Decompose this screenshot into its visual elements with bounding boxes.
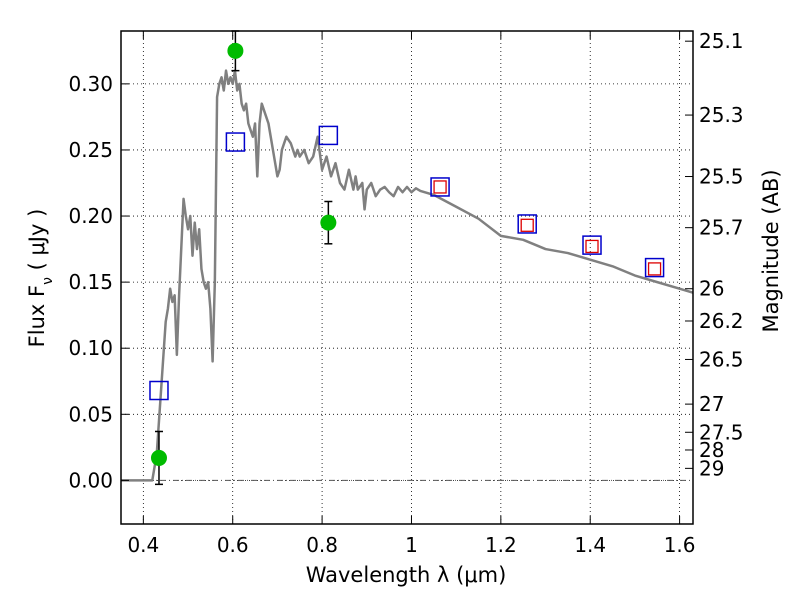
x-tick-label: 1.4: [574, 533, 606, 557]
magnitude-tick-label: 25.7: [699, 216, 744, 240]
model-photometry-square: [318, 125, 339, 146]
plot-frame: [120, 30, 694, 525]
y-tick-label: 0.00: [68, 468, 113, 492]
x-axis-title: Wavelength λ (μm): [306, 563, 507, 587]
model-photometry-square: [644, 257, 665, 278]
magnitude-tick-label: 25.5: [699, 165, 744, 189]
x-tick-label: 0.6: [217, 533, 249, 557]
magnitude-tick-label: 28: [699, 438, 724, 462]
y-tick-label: 0.15: [68, 270, 113, 294]
magnitude-tick-label: 29: [699, 456, 724, 480]
magnitude-tick-label: 26.2: [699, 309, 744, 333]
observed-flux-point: [227, 42, 244, 59]
observed-flux-point: [150, 449, 167, 466]
y-axis-title: Flux Fν ( μJy ): [25, 209, 56, 348]
model-sed-curve: [121, 69, 694, 482]
y-tick-label: 0.10: [68, 336, 113, 360]
x-tick-label: 0.8: [306, 533, 338, 557]
x-tick-label: 0.4: [127, 533, 159, 557]
magnitude-tick-label: 26.5: [699, 347, 744, 371]
alt-model-square: [647, 262, 662, 276]
magnitude-tick-label: 25.1: [699, 29, 744, 53]
magnitude-tick-label: 27.5: [699, 420, 744, 444]
photometry-layer: [149, 30, 665, 486]
x-tick-label: 1: [405, 533, 418, 557]
right-axis-title: Magnitude (AB): [759, 169, 783, 332]
model-sed-layer: [121, 69, 694, 482]
grid-lines: [121, 31, 693, 524]
model-photometry-square: [225, 132, 246, 152]
alt-model-square: [433, 180, 447, 194]
model-photometry-square: [430, 177, 450, 197]
magnitude-tick-label: 25.3: [699, 103, 744, 127]
y-tick-label: 0.30: [68, 72, 113, 96]
alt-model-square: [585, 239, 599, 254]
magnitude-tick-label: 27: [699, 392, 724, 416]
model-photometry-square: [149, 380, 169, 401]
magnitude-tick-label: 26: [699, 277, 724, 301]
y-tick-label: 0.20: [68, 204, 113, 228]
x-tick-label: 1.2: [485, 533, 517, 557]
model-photometry-square: [517, 214, 537, 234]
model-photometry-square: [582, 235, 602, 255]
y-tick-label: 0.25: [68, 138, 113, 162]
observed-flux-point: [320, 214, 337, 231]
x-tick-label: 1.6: [664, 533, 696, 557]
alt-model-square: [520, 218, 534, 232]
y-tick-label: 0.05: [68, 402, 113, 426]
tick-labels: 0.4 0.6 0.8 1 1.2 1.4 1.6 0.00 0.05 0.10 0.15 0.20 0…: [68, 29, 743, 557]
axis-ticks: [121, 31, 693, 524]
